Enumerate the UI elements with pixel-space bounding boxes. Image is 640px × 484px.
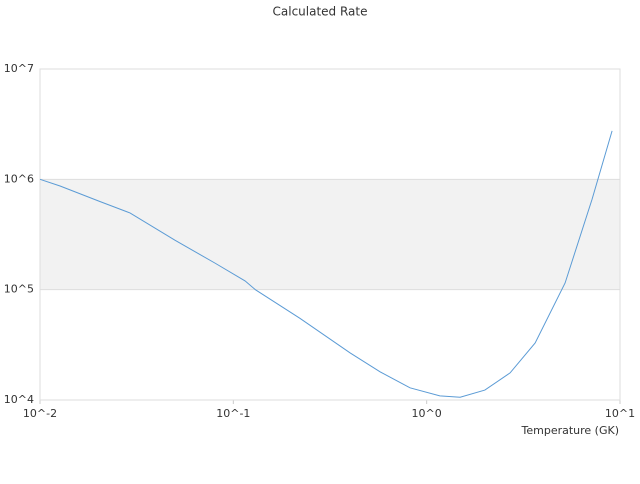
x-tick-label: 10^0 (412, 407, 442, 420)
y-tick-label: 10^4 (4, 393, 34, 406)
plot-border (39, 68, 621, 401)
x-axis-label: Temperature (GK) (521, 424, 620, 437)
x-tick-label: 10^-1 (216, 407, 250, 420)
y-tick-label: 10^6 (4, 172, 34, 185)
y-tick-label: 10^7 (4, 62, 34, 75)
grid-band (40, 179, 620, 290)
chart-title: Calculated Rate (273, 5, 368, 19)
x-tick-label: 10^-2 (23, 407, 57, 420)
x-tick-label: 10^1 (605, 407, 635, 420)
y-tick-label: 10^5 (4, 283, 34, 296)
line (39, 130, 613, 398)
